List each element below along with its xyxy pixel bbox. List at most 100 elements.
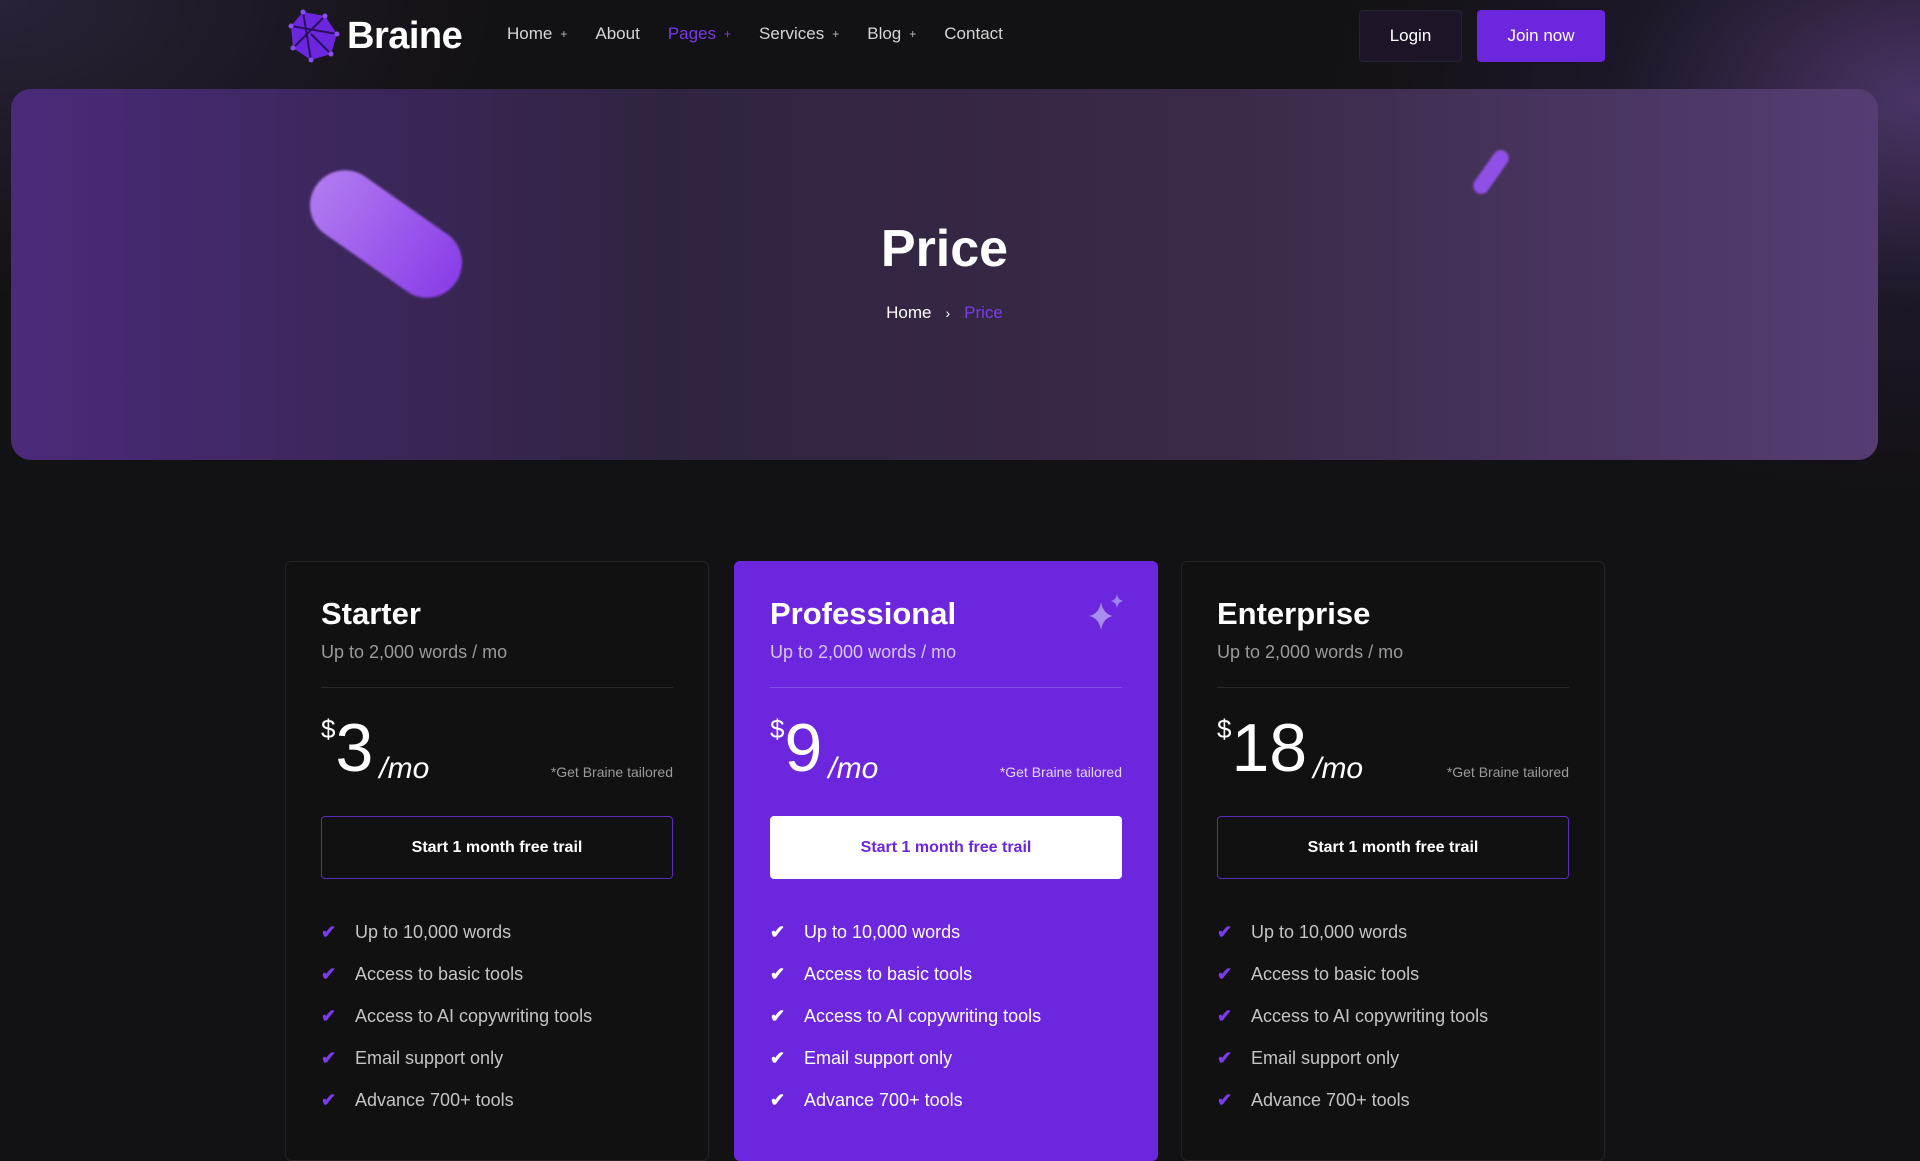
join-now-button[interactable]: Join now <box>1477 10 1605 62</box>
feature-item: ✔ Up to 10,000 words <box>321 911 673 953</box>
nav-services[interactable]: Services + <box>759 24 839 44</box>
check-icon: ✔ <box>1217 921 1233 942</box>
feature-text: Advance 700+ tools <box>1251 1089 1410 1110</box>
check-icon: ✔ <box>770 1089 786 1110</box>
logo-icon <box>288 9 340 63</box>
page-hero: Price Home › Price <box>11 89 1878 460</box>
feature-item: ✔ Email support only <box>1217 1037 1569 1079</box>
feature-text: Up to 10,000 words <box>355 921 512 942</box>
check-icon: ✔ <box>770 963 786 984</box>
nav-blog-label: Blog <box>867 24 902 43</box>
feature-list: ✔ Up to 10,000 words ✔ Access to basic tool… <box>1217 911 1569 1121</box>
plan-name: Starter <box>321 596 421 631</box>
nav-services-label: Services <box>759 24 825 43</box>
feature-item: ✔ Access to basic tools <box>321 953 673 995</box>
expand-icon: + <box>724 27 732 41</box>
price-note: *Get Braine tailored <box>999 764 1122 780</box>
check-icon: ✔ <box>770 1047 786 1068</box>
price-period: /mo <box>828 752 879 785</box>
feature-item: ✔ Advance 700+ tools <box>321 1079 673 1121</box>
feature-item: ✔ Access to basic tools <box>770 953 1122 995</box>
pricing-card-starter: Starter Up to 2,000 words / mo $ 3 /mo *… <box>285 561 709 1161</box>
feature-text: Email support only <box>1251 1047 1400 1068</box>
expand-icon: + <box>560 27 568 41</box>
plan-name: Professional <box>770 596 957 631</box>
currency-symbol: $ <box>321 714 336 744</box>
check-icon: ✔ <box>1217 1089 1233 1110</box>
start-trial-button[interactable]: Start 1 month free trail <box>770 816 1122 879</box>
feature-text: Access to AI copywriting tools <box>355 1005 593 1026</box>
check-icon: ✔ <box>1217 1005 1233 1026</box>
check-icon: ✔ <box>321 1089 337 1110</box>
feature-list: ✔ Up to 10,000 words ✔ Access to basic tool… <box>321 911 673 1121</box>
feature-list: ✔ Up to 10,000 words ✔ Access to basic tool… <box>770 911 1122 1121</box>
feature-text: Advance 700+ tools <box>355 1089 514 1110</box>
feature-text: Access to basic tools <box>804 963 973 984</box>
login-button[interactable]: Login <box>1359 10 1462 62</box>
chevron-right-icon: › <box>945 305 951 321</box>
check-icon: ✔ <box>321 1005 337 1026</box>
nav-about-label: About <box>595 24 640 43</box>
plan-subtitle: Up to 2,000 words / mo <box>321 642 508 662</box>
price-note: *Get Braine tailored <box>550 764 673 780</box>
start-trial-button[interactable]: Start 1 month free trail <box>1217 816 1569 879</box>
nav-pages-label: Pages <box>667 24 717 43</box>
top-nav: Braine Home + About Pages + Services + Blog… <box>0 0 1920 88</box>
feature-item: ✔ Access to basic tools <box>1217 953 1569 995</box>
plan-price: $ 3 /mo *Get Braine tailored <box>321 710 673 786</box>
feature-text: Up to 10,000 words <box>1251 921 1408 942</box>
feature-item: ✔ Email support only <box>321 1037 673 1079</box>
feature-item: ✔ Up to 10,000 words <box>1217 911 1569 953</box>
check-icon: ✔ <box>321 921 337 942</box>
check-icon: ✔ <box>770 921 786 942</box>
nav-blog[interactable]: Blog + <box>867 24 916 44</box>
divider <box>770 687 1122 688</box>
feature-text: Advance 700+ tools <box>804 1089 963 1110</box>
start-trial-button[interactable]: Start 1 month free trail <box>321 816 673 879</box>
plan-subtitle: Up to 2,000 words / mo <box>1217 642 1404 662</box>
nav-contact-label: Contact <box>944 24 1003 43</box>
feature-text: Email support only <box>804 1047 953 1068</box>
decorative-blob-small <box>1470 146 1512 198</box>
nav-contact[interactable]: Contact <box>944 24 1003 44</box>
price-period: /mo <box>1313 752 1364 785</box>
feature-item: ✔ Email support only <box>770 1037 1122 1079</box>
breadcrumb-current: Price <box>964 303 1003 322</box>
sparkle-icon <box>1089 594 1123 630</box>
feature-text: Access to basic tools <box>1251 963 1420 984</box>
check-icon: ✔ <box>1217 1047 1233 1068</box>
main-menu: Home + About Pages + Services + Blog + Conta… <box>507 24 1003 44</box>
feature-item: ✔ Access to AI copywriting tools <box>1217 995 1569 1037</box>
divider <box>1217 687 1569 688</box>
nav-about[interactable]: About <box>595 24 639 44</box>
price-note: *Get Braine tailored <box>1446 764 1569 780</box>
feature-item: ✔ Access to AI copywriting tools <box>321 995 673 1037</box>
check-icon: ✔ <box>1217 963 1233 984</box>
brand-logo[interactable]: Braine <box>285 8 463 64</box>
plan-subtitle: Up to 2,000 words / mo <box>770 642 957 662</box>
price-amount: 3 <box>335 710 374 786</box>
check-icon: ✔ <box>321 1047 337 1068</box>
expand-icon: + <box>832 27 840 41</box>
price-period: /mo <box>379 752 430 785</box>
expand-icon: + <box>909 27 917 41</box>
feature-item: ✔ Access to AI copywriting tools <box>770 995 1122 1037</box>
price-amount: 18 <box>1231 710 1308 786</box>
plan-price: $ 18 /mo *Get Braine tailored <box>1217 710 1569 786</box>
currency-symbol: $ <box>770 714 785 744</box>
breadcrumb: Home › Price <box>11 303 1878 323</box>
feature-text: Up to 10,000 words <box>804 921 961 942</box>
breadcrumb-home[interactable]: Home <box>886 303 932 322</box>
nav-pages[interactable]: Pages + <box>668 24 731 44</box>
feature-text: Access to AI copywriting tools <box>804 1005 1042 1026</box>
pricing-card-professional: Professional Up to 2,000 words / mo $ 9 … <box>734 561 1158 1161</box>
feature-text: Access to basic tools <box>355 963 524 984</box>
check-icon: ✔ <box>321 963 337 984</box>
divider <box>321 687 673 688</box>
nav-home-label: Home <box>507 24 553 43</box>
price-amount: 9 <box>784 710 823 786</box>
nav-home[interactable]: Home + <box>507 24 567 44</box>
pricing-card-enterprise: Enterprise Up to 2,000 words / mo $ 18 /… <box>1181 561 1605 1161</box>
feature-text: Access to AI copywriting tools <box>1251 1005 1489 1026</box>
brand-name: Braine <box>347 14 463 57</box>
